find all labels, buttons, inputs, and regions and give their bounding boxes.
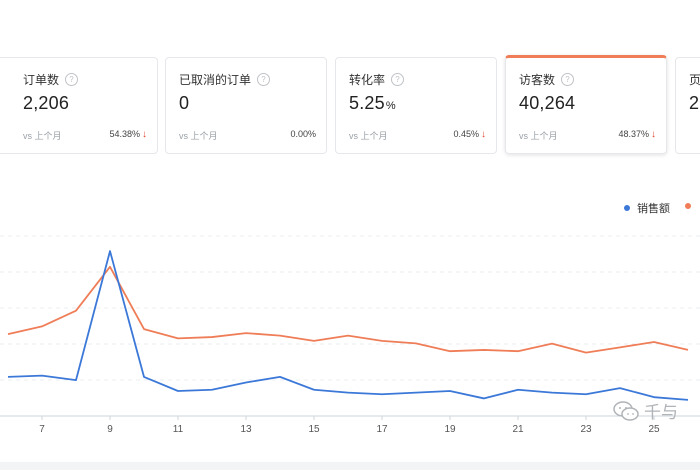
metric-label-text: 订单数: [23, 73, 60, 87]
metric-compare: vs 上个月: [519, 131, 558, 141]
metric-label: 订单数 ?: [23, 71, 79, 88]
metric-label-text: 页: [689, 73, 700, 87]
metric-change-value: 0.45%: [453, 129, 479, 139]
help-icon[interactable]: ?: [561, 73, 575, 86]
metric-change-value: 0.00%: [290, 129, 316, 139]
wechat-icon: [613, 400, 639, 421]
x-tick-label: 25: [648, 424, 660, 435]
metric-label: 转化率 ?: [349, 71, 405, 88]
metric-compare: vs 上个月: [349, 131, 388, 141]
metric-label: 访客数 ?: [519, 71, 575, 88]
metric-change: 0.00%: [290, 129, 316, 139]
legend-visitors-dot[interactable]: [685, 203, 691, 209]
series-line-sales: [7, 250, 689, 401]
x-tick-label: 21: [512, 424, 524, 435]
metric-label: 已取消的订单 ?: [179, 71, 271, 88]
chart-legend[interactable]: 销售额: [624, 200, 670, 216]
metric-value-number: 40,264: [519, 93, 576, 113]
watermark-text: 千与: [644, 403, 678, 422]
legend-sales-dot: [624, 205, 630, 211]
help-icon[interactable]: ?: [257, 73, 271, 86]
metric-card[interactable]: 访客数 ? 40,264 vs 上个月 48.37% ↓: [505, 55, 667, 154]
metric-value-number: 2,206: [23, 93, 70, 113]
x-tick-label: 23: [580, 424, 592, 435]
metric-change-value: 48.37%: [618, 129, 649, 139]
series-line-visitors: [7, 265, 689, 354]
x-tick-label: 7: [39, 424, 45, 435]
metric-compare: vs 上个月: [179, 131, 218, 141]
metric-label-text: 已取消的订单: [179, 73, 252, 87]
x-tick-label: 13: [240, 424, 252, 435]
metric-card[interactable]: 页 20: [675, 57, 700, 154]
metric-card[interactable]: 已取消的订单 ? 0 vs 上个月 0.00%: [165, 57, 327, 154]
metric-value: 40,264: [519, 93, 575, 114]
x-tick-label: 15: [308, 424, 320, 435]
help-icon[interactable]: ?: [65, 73, 79, 86]
metric-label-text: 转化率: [349, 73, 386, 87]
x-tick-label: 11: [173, 424, 184, 435]
metric-value-number: 0: [179, 93, 190, 113]
metric-change: 48.37% ↓: [618, 129, 656, 139]
metric-value-number: 5.25: [349, 93, 385, 113]
metric-unit: %: [385, 100, 396, 112]
metric-card[interactable]: 转化率 ? 5.25% vs 上个月 0.45% ↓: [335, 57, 497, 154]
metric-value: 20: [689, 93, 700, 114]
legend-sales-label: 销售额: [637, 203, 670, 215]
metric-value: 5.25%: [349, 93, 396, 114]
x-tick-label: 17: [376, 424, 388, 435]
metric-compare: vs 上个月: [23, 131, 62, 141]
watermark: 千与: [612, 398, 678, 423]
arrow-down-icon: ↓: [481, 128, 486, 140]
x-tick-label: 19: [444, 424, 456, 435]
metric-change-value: 54.38%: [109, 129, 140, 139]
arrow-down-icon: ↓: [651, 128, 656, 140]
metric-label-text: 访客数: [519, 73, 556, 87]
help-icon[interactable]: ?: [391, 73, 405, 86]
metric-value: 2,206: [23, 93, 69, 114]
metric-value-number: 20: [689, 93, 700, 113]
metric-change: 0.45% ↓: [453, 129, 486, 139]
metric-change: 54.38% ↓: [109, 129, 147, 139]
arrow-down-icon: ↓: [142, 128, 147, 140]
x-tick-label: 9: [107, 424, 113, 435]
metric-value: 0: [179, 93, 189, 114]
metric-label: 页: [689, 71, 700, 88]
metric-card[interactable]: 订单数 ? 2,206 vs 上个月 54.38% ↓: [0, 57, 158, 154]
